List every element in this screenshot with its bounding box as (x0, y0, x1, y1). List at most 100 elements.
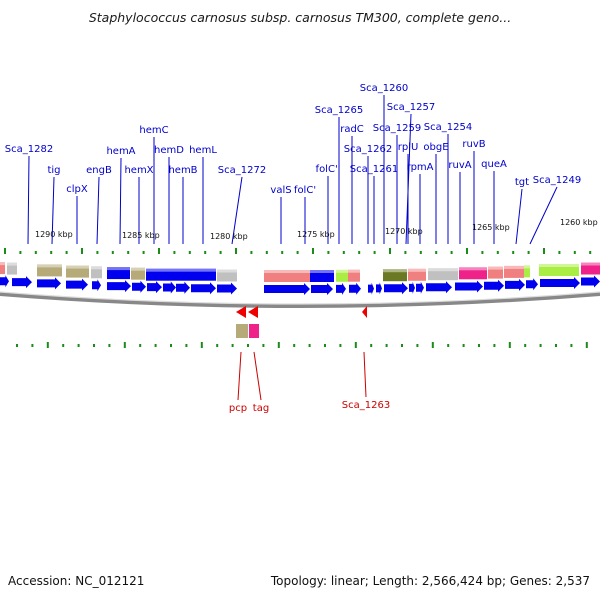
ruler-label: 1285 kbp (122, 231, 160, 240)
tick-mark (265, 251, 268, 254)
label-leader (231, 176, 243, 245)
gene-label: tgt (515, 177, 529, 188)
ruler-label: 1290 kbp (35, 230, 73, 239)
cog-block-shine (539, 264, 579, 267)
cog-block (66, 265, 89, 278)
tick-mark (373, 251, 376, 254)
tick-mark (281, 251, 284, 254)
cog-block (91, 266, 102, 279)
cog-block-shine (217, 269, 237, 273)
tick-mark (293, 344, 296, 347)
cog-block-shine (504, 265, 524, 269)
forward-gene-arrow (147, 281, 162, 294)
tick-mark (404, 251, 407, 254)
tick-mark (262, 344, 265, 347)
tick-mark (539, 344, 542, 347)
gene-label: Sca_1257 (387, 102, 435, 113)
tick-mark (450, 251, 453, 254)
tick-mark (173, 251, 176, 254)
cog-block (264, 270, 310, 282)
forward-gene-arrow (409, 281, 415, 294)
map-title: Staphylococcus carnosus subsp. carnosus … (88, 10, 512, 25)
tick-mark (247, 344, 249, 347)
label-leader (96, 176, 100, 245)
cog-block-shine (107, 267, 130, 271)
label-leader (237, 351, 242, 401)
topology-text: Topology: linear; Length: 2,566,424 bp; … (270, 574, 590, 588)
forward-gene-arrow (349, 282, 361, 295)
gene-label: folC'' (316, 164, 341, 175)
tick-mark (312, 248, 314, 254)
cog-block-shine (459, 267, 487, 271)
cog-block (37, 264, 62, 277)
tick-mark (200, 342, 203, 348)
tick-mark (77, 344, 80, 347)
tick-mark (231, 344, 234, 347)
label-leader (27, 155, 30, 245)
forward-gene-arrow (416, 281, 424, 294)
tick-mark (308, 344, 311, 347)
cog-block-shine (348, 269, 360, 273)
tick-mark (493, 344, 496, 347)
tick-mark (496, 251, 499, 254)
cog-block (504, 265, 524, 278)
gene-label: hemD (154, 145, 184, 156)
tick-mark (108, 344, 111, 347)
cog-block (336, 269, 348, 282)
tick-mark (50, 251, 53, 254)
label-leader (119, 157, 122, 245)
tick-mark (235, 248, 237, 254)
tick-mark (170, 344, 172, 347)
bottom-gene-labels: pcp tag Sca_1263 (229, 400, 390, 414)
cog-block (7, 262, 17, 275)
cog-block (488, 266, 503, 279)
tick-mark (204, 251, 207, 254)
tick-mark (123, 342, 126, 348)
forward-gene-arrow (336, 282, 346, 295)
tick-mark (585, 342, 588, 348)
gene-label: ruvB (462, 139, 485, 150)
label-leader (253, 351, 262, 401)
gene-label: queA (481, 159, 507, 170)
gene-label: engB (86, 165, 112, 176)
cog-block-shine (0, 262, 5, 266)
forward-gene-track (0, 275, 600, 295)
gene-label: tag (253, 403, 269, 414)
tick-mark (435, 251, 438, 254)
tick-mark (158, 248, 160, 254)
cog-block-shine (408, 268, 426, 272)
gene-label: folC' (294, 185, 316, 196)
cog-block (581, 262, 600, 275)
gene-label: obgE (423, 142, 448, 153)
forward-gene-arrow (12, 276, 32, 289)
tick-mark (31, 344, 34, 347)
cog-block (408, 268, 426, 281)
forward-gene-arrow (0, 275, 9, 288)
label-leader (363, 351, 367, 398)
forward-gene-arrow (37, 277, 61, 290)
cog-block (107, 267, 130, 280)
tick-mark (142, 251, 145, 254)
tick-mark (93, 344, 95, 347)
reverse-gene-arrow (248, 306, 258, 318)
tick-mark (527, 251, 530, 254)
tick-mark (46, 342, 49, 348)
gene-label: rplU (398, 142, 419, 153)
tick-mark (570, 344, 573, 347)
label-leader (529, 186, 558, 245)
tick-mark (296, 251, 299, 254)
tick-mark (96, 251, 99, 254)
cog-block (459, 267, 487, 280)
cog-block-shine (383, 269, 407, 273)
ruler-label: 1265 kbp (472, 223, 510, 232)
gene-label: Sca_1272 (218, 165, 266, 176)
label-leader-lines (27, 95, 558, 401)
reverse-gene-arrow (362, 306, 367, 318)
tick-mark (327, 251, 330, 254)
gene-label: hemC (139, 125, 168, 136)
tick-mark (419, 251, 422, 254)
tick-mark (250, 251, 253, 254)
cog-block (0, 262, 5, 275)
gene-label: Sca_1260 (360, 83, 408, 94)
forward-gene-arrow (264, 283, 310, 295)
